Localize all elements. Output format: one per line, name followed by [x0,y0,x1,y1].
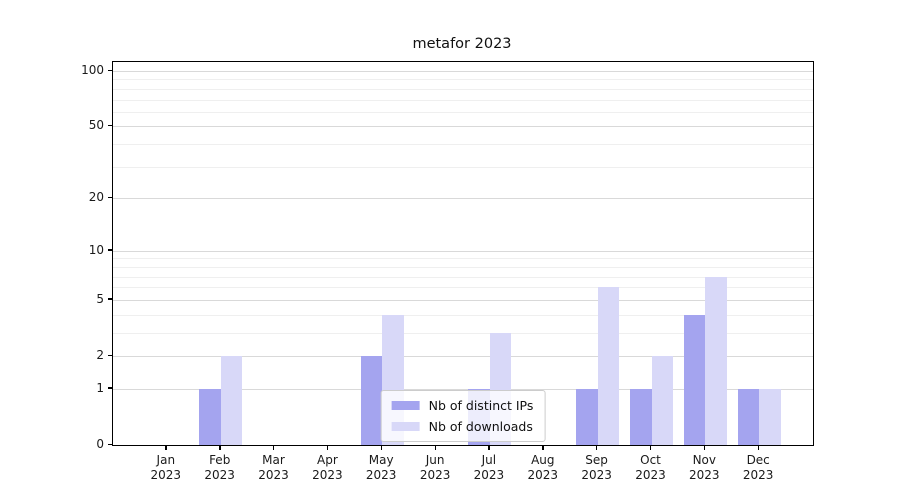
gridline-minor [113,287,813,289]
bar-distinct-ips [683,314,706,445]
legend-label-downloads: Nb of downloads [428,419,533,434]
gridline-minor [113,258,813,260]
gridline-major [113,126,813,128]
x-tick-mark [596,446,598,450]
legend-entry-distinct-ips: Nb of distinct IPs [391,398,534,413]
bar-downloads [759,388,781,445]
legend-label-distinct-ips: Nb of distinct IPs [428,398,534,413]
x-tick-mark [380,446,383,450]
x-tick-mark [703,446,706,450]
x-tick-mark [326,446,329,450]
gridline-minor [113,99,813,101]
bar-distinct-ips [630,388,652,445]
gridline-minor [113,276,813,278]
gridline-major [113,71,813,72]
x-tick-label: Jun 2023 [419,453,451,482]
x-tick-mark [165,446,167,450]
x-tick-mark [273,446,275,450]
x-tick-label: Feb 2023 [204,453,235,482]
gridline-minor [113,144,813,146]
x-tick-label: May 2023 [365,453,397,482]
x-tick-label: Sep 2023 [581,453,612,482]
y-tick-mark [108,443,112,445]
y-tick-mark [108,124,112,127]
y-tick-label: 2 [96,348,104,362]
gridline-major [113,299,813,301]
legend: Nb of distinct IPs Nb of downloads [380,390,546,442]
legend-entry-downloads: Nb of downloads [391,419,534,434]
y-tick-label: 10 [88,242,104,257]
y-tick-mark [108,196,112,199]
x-tick-label: Dec 2023 [742,453,774,482]
gridline-major [113,388,813,390]
gridline-minor [113,266,813,268]
gridline-minor [113,79,813,81]
x-tick-mark [650,446,652,450]
x-tick-label: Jul 2023 [473,453,505,482]
x-tick-label: Jan 2023 [150,453,182,482]
x-tick-mark [434,446,436,450]
x-tick-label: Apr 2023 [312,453,343,482]
chart-title: metafor 2023 [412,36,512,52]
y-tick-mark [108,69,112,71]
gridline-major [113,198,813,200]
gridline-minor [113,332,813,334]
y-tick-mark [108,387,112,389]
bar-downloads [651,356,673,445]
y-tick-label: 20 [88,190,104,205]
x-tick-label: Nov 2023 [689,453,720,482]
gridline-major [113,356,813,357]
legend-swatch-distinct-ips [391,401,420,410]
bar-downloads [705,276,727,445]
bar-distinct-ips [737,388,760,445]
gridline-minor [113,88,813,90]
gridline-major [113,250,813,252]
gridline-minor [113,111,813,113]
bar-downloads [220,356,243,445]
y-tick-mark [108,354,112,356]
x-tick-label: Oct 2023 [635,453,666,482]
x-tick-mark [542,446,544,450]
plot-area: Nb of distinct IPs Nb of downloads [112,61,814,446]
y-tick-label: 5 [96,291,104,306]
x-tick-mark [488,446,490,450]
bar-downloads [597,287,620,445]
gridline-minor [113,166,813,168]
gridline-minor [113,314,813,316]
x-tick-mark [219,446,221,450]
x-tick-mark [757,446,760,450]
y-tick-label: 100 [81,63,104,77]
y-tick-label: 50 [88,118,104,133]
y-tick-label: 0 [96,437,104,451]
x-tick-label: Mar 2023 [258,453,289,482]
bar-distinct-ips [576,388,598,445]
y-tick-label: 1 [96,380,104,395]
legend-swatch-downloads [391,422,420,431]
bar-distinct-ips [360,356,383,445]
y-tick-mark [108,298,112,300]
bar-distinct-ips [199,388,221,445]
y-tick-mark [108,249,112,251]
x-tick-label: Aug 2023 [527,453,559,482]
